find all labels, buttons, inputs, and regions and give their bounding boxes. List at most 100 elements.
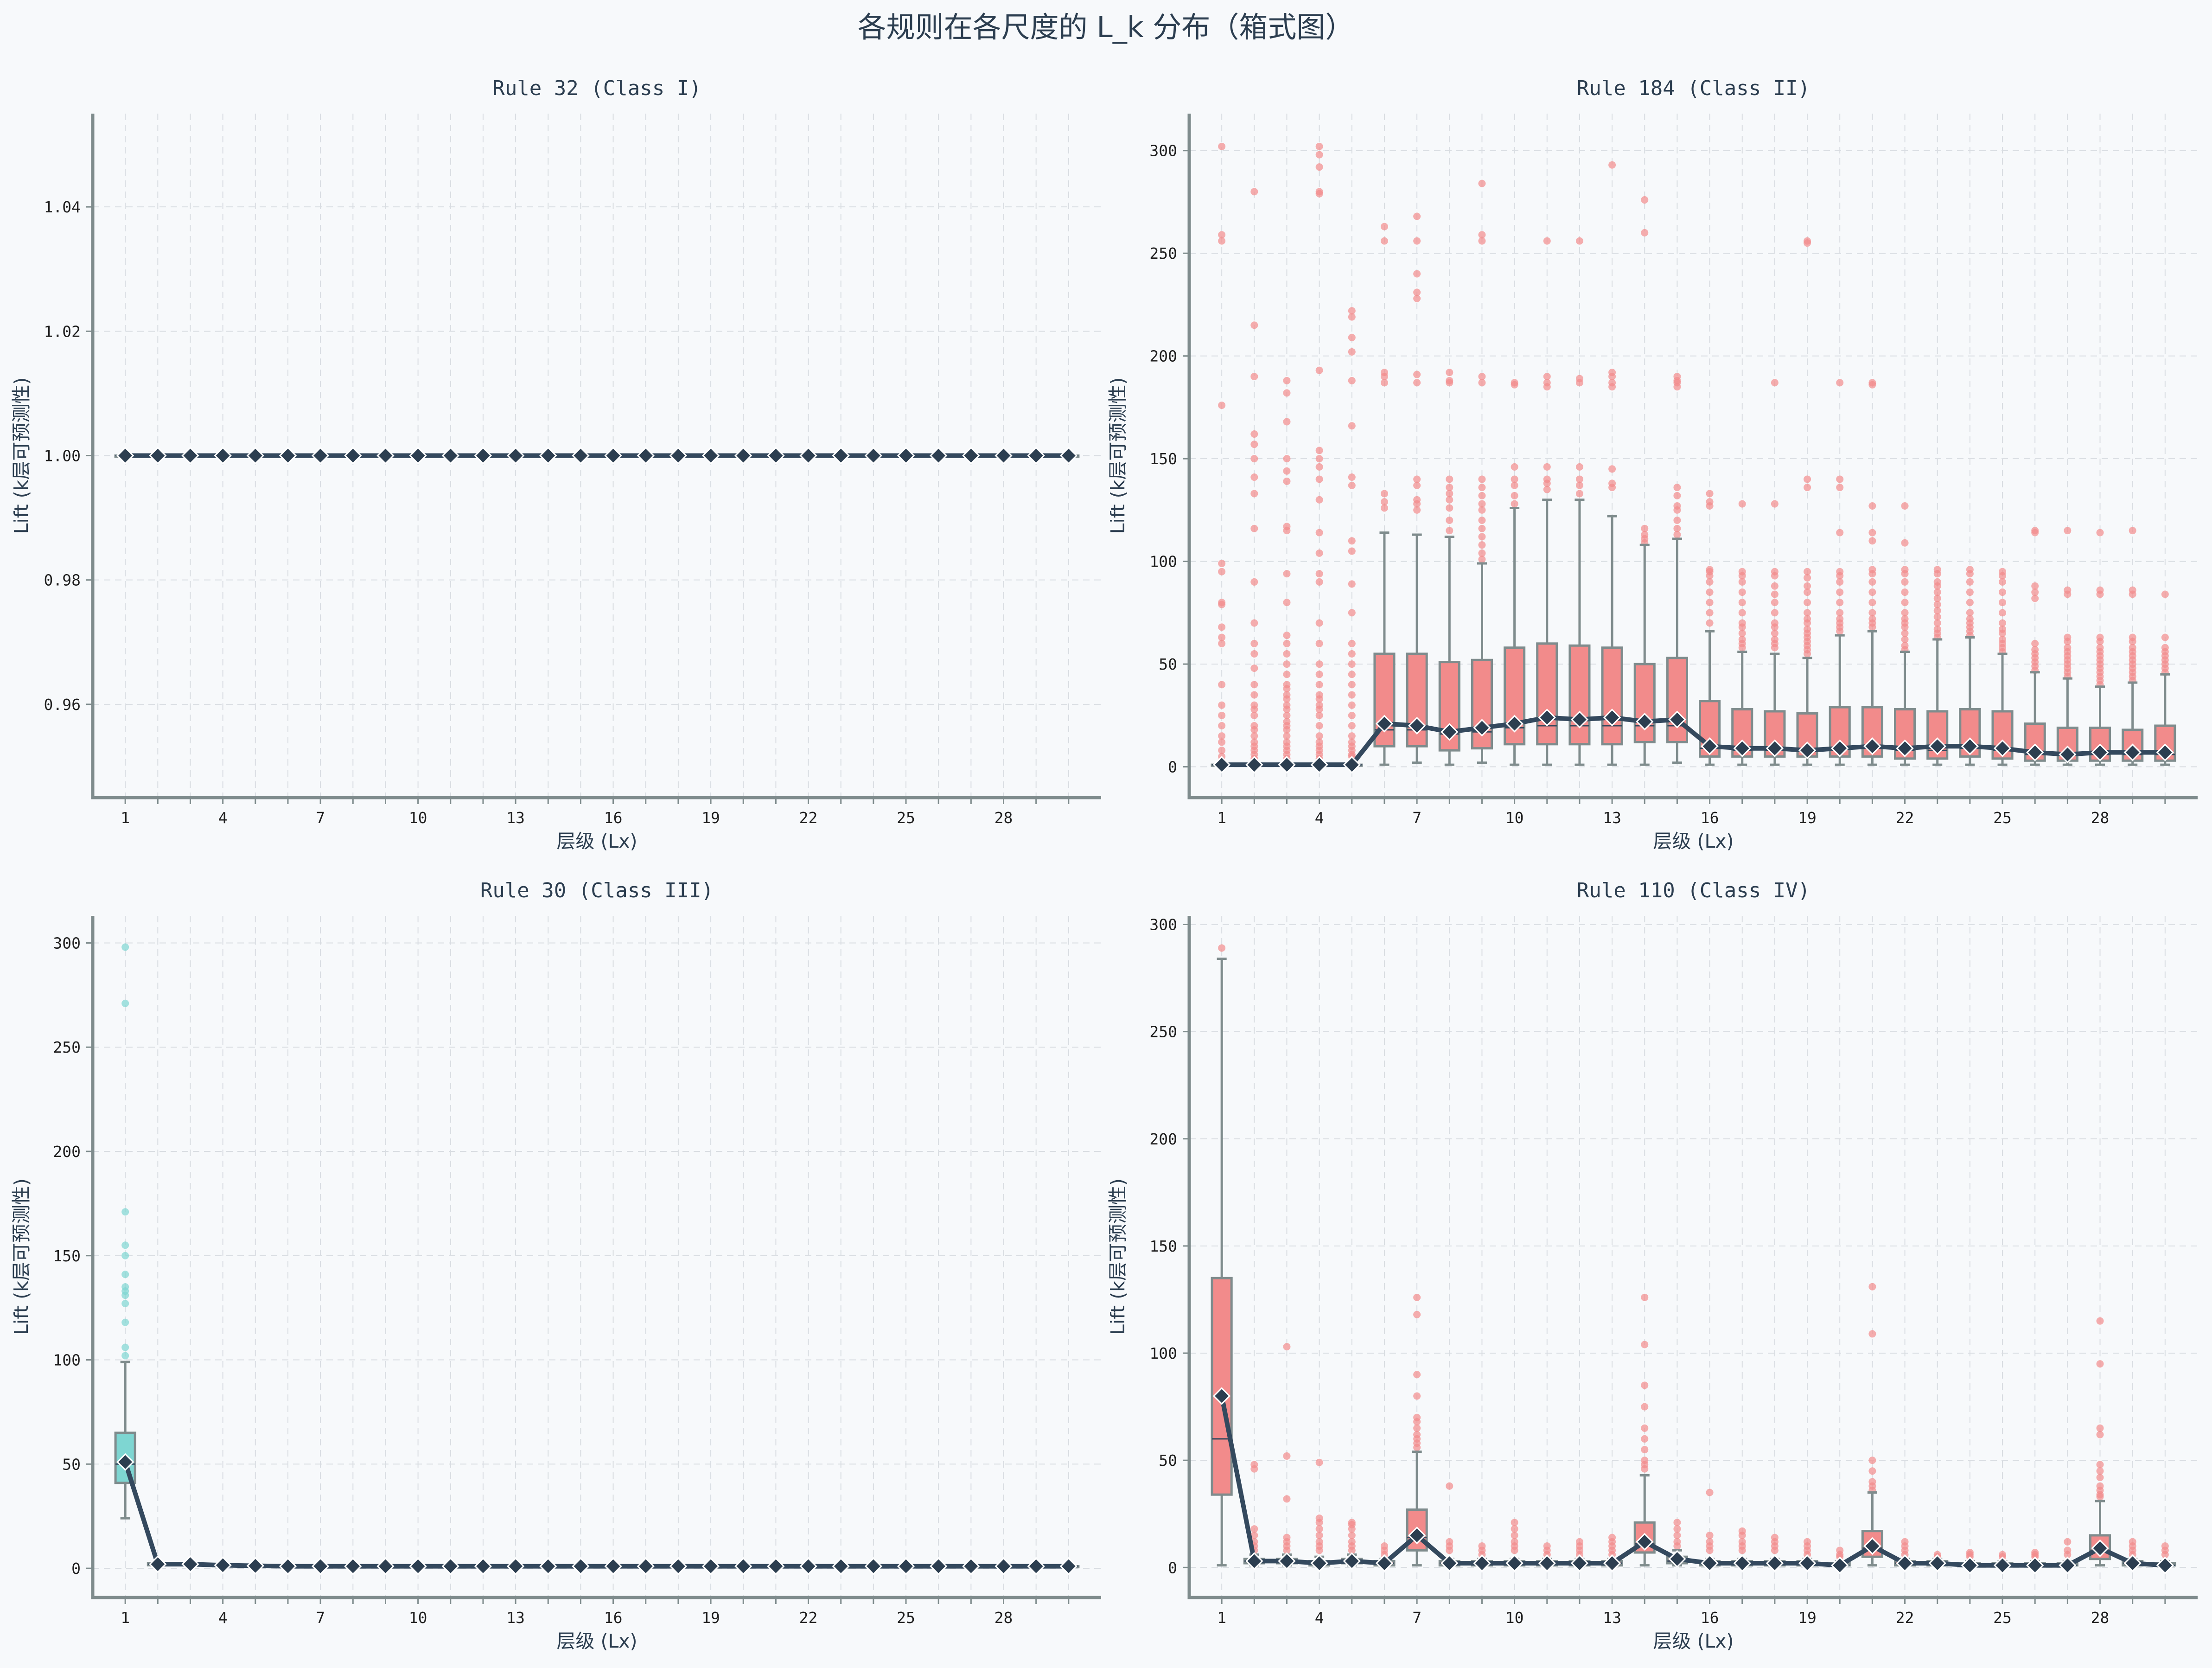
- mean-marker: [604, 447, 622, 465]
- x-tick-label: 13: [1603, 1609, 1621, 1627]
- outlier-point: [1283, 1452, 1291, 1460]
- outlier-point: [1478, 506, 1486, 514]
- outlier-point: [1315, 475, 1323, 483]
- outlier-point: [1673, 524, 1681, 532]
- outlier-point: [1250, 473, 1258, 481]
- outlier-point: [1380, 504, 1388, 512]
- outlier-point: [1999, 572, 2007, 580]
- outlier-point: [1348, 547, 1356, 555]
- outlier-point: [1868, 381, 1876, 389]
- outlier-point: [1478, 517, 1486, 524]
- outlier-point: [1446, 490, 1453, 498]
- outlier-point: [1413, 237, 1421, 245]
- outlier-point: [1315, 1531, 1323, 1539]
- outlier-point: [1836, 599, 1844, 607]
- outlier-point: [1478, 524, 1486, 532]
- mean-markers: [116, 1453, 1077, 1575]
- outlier-point: [1315, 578, 1323, 586]
- y-tick-label: 150: [1149, 450, 1177, 468]
- mean-marker: [1928, 1554, 1946, 1572]
- mean-marker: [1831, 1556, 1849, 1574]
- outlier-point: [1283, 695, 1291, 703]
- outlier-point: [1348, 481, 1356, 489]
- mean-marker: [214, 447, 232, 465]
- outlier-point: [1999, 599, 2007, 607]
- outlier-point: [1315, 549, 1323, 557]
- mean-marker: [864, 447, 882, 465]
- outlier-point: [1413, 379, 1421, 387]
- outlier-point: [1738, 644, 1746, 652]
- outlier-point: [1218, 701, 1226, 709]
- y-tick-label: 100: [53, 1351, 81, 1369]
- x-tick-label: 19: [701, 1609, 720, 1627]
- box-body: [1536, 642, 1558, 746]
- outlier-point: [1315, 1458, 1323, 1466]
- outlier-point: [1218, 722, 1226, 729]
- outlier-point: [1511, 500, 1518, 508]
- outlier-point: [1868, 529, 1876, 537]
- outlier-point: [2096, 1461, 2104, 1469]
- mean-marker: [149, 447, 167, 465]
- outlier-point: [1446, 369, 1453, 377]
- box-body: [1568, 644, 1591, 746]
- mean-marker: [767, 1557, 785, 1575]
- outlier-point: [1511, 475, 1518, 483]
- outlier-point: [1250, 681, 1258, 689]
- outlier-point: [1413, 212, 1421, 220]
- outlier-point: [1771, 599, 1779, 607]
- outlier-point: [1901, 570, 1909, 578]
- outlier-point: [1283, 632, 1291, 639]
- mean-marker: [1993, 1556, 2012, 1574]
- outlier-point: [1283, 389, 1291, 397]
- mean-marker: [572, 1557, 590, 1575]
- outlier-point: [1348, 313, 1356, 321]
- outlier-point: [121, 1300, 129, 1308]
- x-tick-label: 22: [799, 1609, 818, 1627]
- outlier-point: [1348, 1531, 1356, 1539]
- outlier-point: [2096, 529, 2104, 537]
- outlier-point: [1250, 726, 1258, 734]
- mean-marker: [1059, 447, 1077, 465]
- outlier-point: [1771, 379, 1779, 387]
- outlier-point: [1511, 381, 1518, 389]
- mean-marker: [214, 1556, 232, 1574]
- mean-marker: [246, 447, 264, 465]
- y-axis-label: Lift (k层可预测性): [1107, 1178, 1129, 1335]
- mean-marker: [669, 447, 688, 465]
- outlier-point: [1608, 465, 1616, 473]
- mean-marker: [1896, 1554, 1914, 1572]
- outlier-point: [1738, 609, 1746, 617]
- mean-marker: [1733, 739, 1751, 757]
- outlier-point: [1673, 1542, 1681, 1550]
- x-tick-label: 28: [994, 809, 1013, 827]
- mean-marker: [669, 1557, 688, 1575]
- outlier-point: [1413, 1310, 1421, 1318]
- outlier-point: [1315, 722, 1323, 729]
- outlier-point: [1868, 537, 1876, 545]
- outlier-point: [1543, 383, 1551, 391]
- outlier-point: [1250, 441, 1258, 448]
- mean-marker: [376, 1557, 395, 1575]
- mean-marker: [474, 447, 492, 465]
- y-tick-label: 200: [1149, 347, 1177, 365]
- outlier-point: [1738, 629, 1746, 637]
- chart-panel-2: 1 4 7 10 13 16 19 22 25 28 0 50 100 150 200 250 300 Rule …: [1107, 77, 2198, 852]
- outlier-point: [1868, 609, 1876, 617]
- mean-marker: [1766, 1554, 1784, 1572]
- outlier-point: [1478, 237, 1486, 245]
- y-tick-label: 150: [1149, 1237, 1177, 1255]
- outlier-point: [1348, 660, 1356, 668]
- outlier-point: [2096, 1424, 2104, 1432]
- box-body: [1211, 1277, 1233, 1496]
- outlier-point: [1218, 142, 1226, 150]
- outlier-point: [1966, 599, 1974, 607]
- outlier-point: [1283, 467, 1291, 475]
- mean-marker: [930, 1557, 948, 1575]
- outlier-point: [1999, 619, 2007, 627]
- box-body: [1601, 646, 1623, 746]
- outlier-point: [1218, 738, 1226, 746]
- outlier-point: [1478, 556, 1486, 563]
- outlier-point: [1836, 609, 1844, 617]
- x-tick-label: 19: [1798, 809, 1817, 827]
